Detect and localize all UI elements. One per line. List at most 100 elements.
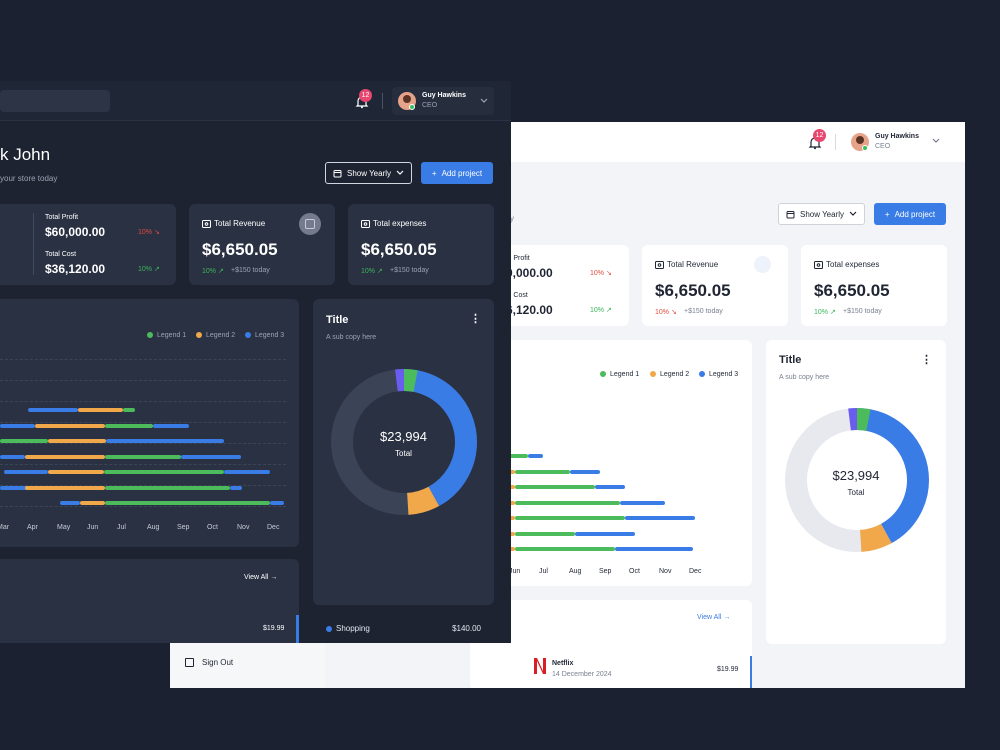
netflix-logo [533, 657, 547, 675]
sign-out-button[interactable]: Sign Out [185, 658, 233, 668]
timeline-bar-segment [515, 485, 595, 489]
legend-item-1: Legend 1 [600, 371, 639, 378]
revenue-today: +$150 today [684, 308, 723, 315]
chart-icon[interactable] [299, 213, 321, 235]
donut-subtitle: A sub copy here [326, 334, 377, 341]
timeline-bar-segment [181, 454, 241, 459]
legend-item-3: Legend 3 [245, 332, 284, 339]
timeline-bar-segment [80, 501, 105, 505]
divider [835, 134, 836, 150]
donut-total-label: Total [395, 449, 412, 458]
timeline-bar-segment [570, 469, 600, 474]
donut-title: Title [326, 314, 349, 326]
more-icon[interactable]: ⋮ [470, 313, 481, 325]
month-tick-label: Jun [509, 568, 521, 575]
add-project-button[interactable]: + Add project [874, 203, 946, 225]
total-profit-label: Total Profit [45, 214, 79, 221]
show-yearly-button[interactable]: Show Yearly [778, 203, 865, 225]
show-yearly-button[interactable]: Show Yearly [325, 162, 412, 184]
dark-topbar: 12 Guy Hawkins CEO [0, 81, 511, 121]
category-name: Shopping [336, 624, 370, 633]
timeline-bar-segment [625, 516, 695, 520]
transactions-card: View All → Netflix 14 December 2024 $19.… [470, 600, 752, 688]
view-all-link[interactable]: View All → [697, 614, 731, 621]
wallet-icon [814, 261, 823, 269]
search-input[interactable] [0, 90, 110, 112]
timeline-bar-segment [620, 500, 665, 505]
legend-item-2: Legend 2 [196, 332, 235, 339]
timeline-bar-segment [270, 501, 284, 505]
view-all-link[interactable]: View All → [244, 574, 278, 581]
transactions-card: View All → $19.99 [0, 559, 299, 643]
expenses-change: 10% ↗ [814, 309, 836, 316]
month-tick-label: Jun [87, 524, 99, 531]
month-tick-label: Jul [539, 568, 548, 575]
scrollbar[interactable] [296, 615, 299, 643]
month-tick-label: Jul [117, 524, 126, 531]
wallet-icon [655, 261, 664, 269]
page-subtitle: your store today [0, 174, 58, 183]
timeline-bar-segment [25, 485, 105, 490]
expenses-card: Total expenses $6,650.05 10% ↗ +$150 tod… [348, 204, 494, 285]
revenue-label: Total Revenue [214, 219, 266, 228]
timeline-bar-segment [78, 408, 123, 412]
chart-icon[interactable] [754, 256, 771, 273]
expenses-value: $6,650.05 [361, 240, 437, 259]
total-cost-value: $36,120.00 [45, 262, 106, 276]
total-cost-label: Total Cost [45, 251, 77, 258]
donut-total-value: $23,994 [380, 429, 427, 444]
revenue-change: 10% ↘ [655, 309, 677, 316]
total-profit-change: 10% ↘ [138, 229, 160, 236]
month-tick-label: Oct [207, 524, 218, 531]
timeline-bar-segment [123, 408, 135, 412]
timeline-bar-segment [515, 547, 615, 551]
scrollbar[interactable] [750, 656, 752, 688]
expenses-label: Total expenses [826, 260, 880, 269]
timeline-bar-segment [105, 423, 153, 428]
donut-total-label: Total [847, 488, 865, 497]
month-tick-label: Mar [0, 524, 10, 531]
timeline-bar-segment [35, 423, 105, 428]
donut-subtitle: A sub copy here [779, 374, 830, 381]
timeline-chart-card: Legend 1 Legend 2 Legend 3 Mar Apr May Jun J… [0, 299, 299, 547]
month-tick-label: Nov [237, 524, 250, 531]
revenue-change: 10% ↗ [202, 268, 224, 275]
timeline-bar-segment [48, 439, 106, 443]
month-tick-label: Apr [27, 524, 38, 531]
timeline-bar-segment [153, 423, 189, 428]
total-profit-label: al Profit [506, 255, 530, 262]
donut-slice [785, 408, 929, 552]
timeline-bar-segment [0, 439, 48, 443]
total-profit-change: 10% ↘ [590, 270, 612, 277]
timeline-bar-segment [105, 501, 270, 505]
calendar-icon [333, 169, 342, 177]
plus-icon: + [431, 168, 437, 178]
grid-line [0, 359, 286, 360]
expenses-value: $6,650.05 [814, 281, 890, 300]
grid-line [0, 401, 286, 402]
grid-line [0, 464, 286, 465]
revenue-label: Total Revenue [667, 260, 719, 269]
more-icon[interactable]: ⋮ [921, 354, 932, 366]
chevron-down-icon[interactable] [480, 98, 488, 104]
revenue-card: Total Revenue $6,650.05 10% ↗ +$150 toda… [189, 204, 335, 285]
chevron-down-icon[interactable] [932, 138, 940, 144]
expenses-today: +$150 today [843, 308, 882, 315]
donut-card: Title A sub copy here ⋮ $23,994 Total Sh… [313, 299, 494, 633]
online-indicator [862, 145, 868, 151]
total-profit-value: $60,000.00 [45, 225, 106, 239]
grid-line [0, 422, 286, 423]
revenue-value: $6,650.05 [655, 281, 731, 300]
month-tick-label: Sep [177, 524, 190, 531]
donut-slice [331, 369, 477, 515]
timeline-bar-segment [230, 485, 242, 490]
plus-icon: + [884, 209, 890, 219]
user-role: CEO [875, 143, 891, 150]
month-tick-label: Aug [147, 524, 160, 531]
month-tick-label: Oct [629, 568, 640, 575]
expenses-label: Total expenses [373, 219, 427, 228]
timeline-bar-segment [575, 531, 635, 536]
add-project-button[interactable]: + Add project [421, 162, 493, 184]
timeline-bar-segment [105, 454, 181, 459]
timeline-bar-segment [104, 470, 224, 474]
